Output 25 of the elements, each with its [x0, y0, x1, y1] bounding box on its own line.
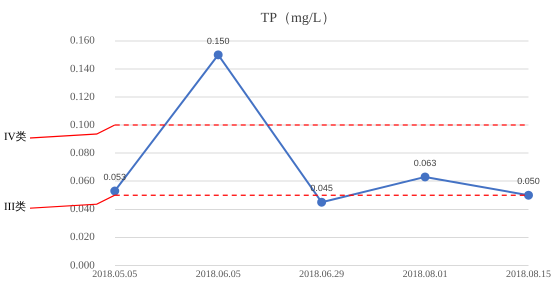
point — [110, 186, 120, 196]
x-tick-label: 2018.08.15 — [506, 269, 551, 280]
ref-line-label: IV类 — [4, 130, 27, 143]
y-tick-label: 0.100 — [70, 118, 96, 131]
y-tick-label: 0.000 — [70, 259, 96, 272]
ref-line-label: III类 — [4, 200, 26, 214]
x-tick-label: 2018.05.05 — [92, 269, 138, 280]
x-tick-label: 2018.06.29 — [299, 269, 344, 280]
y-tick-label: 0.060 — [70, 175, 96, 188]
data-label: 0.050 — [517, 176, 540, 186]
point — [524, 190, 533, 200]
y-tick-label: 0.120 — [70, 90, 96, 103]
y-tick-label: 0.080 — [70, 146, 96, 159]
point — [214, 50, 223, 60]
y-tick-label: 0.040 — [70, 203, 96, 216]
data-label: 0.150 — [206, 36, 230, 46]
x-tick-label: 2018.08.01 — [402, 269, 448, 280]
data-label: 0.063 — [414, 158, 436, 168]
x-tick-label: 2018.06.05 — [196, 269, 241, 280]
chart-title: TP（mg/L） — [260, 11, 336, 26]
y-tick-label: 0.160 — [70, 34, 96, 47]
y-tick-label: 0.140 — [70, 62, 96, 75]
y-tick-label: 0.020 — [70, 231, 96, 244]
point — [420, 172, 430, 182]
point — [317, 198, 326, 207]
